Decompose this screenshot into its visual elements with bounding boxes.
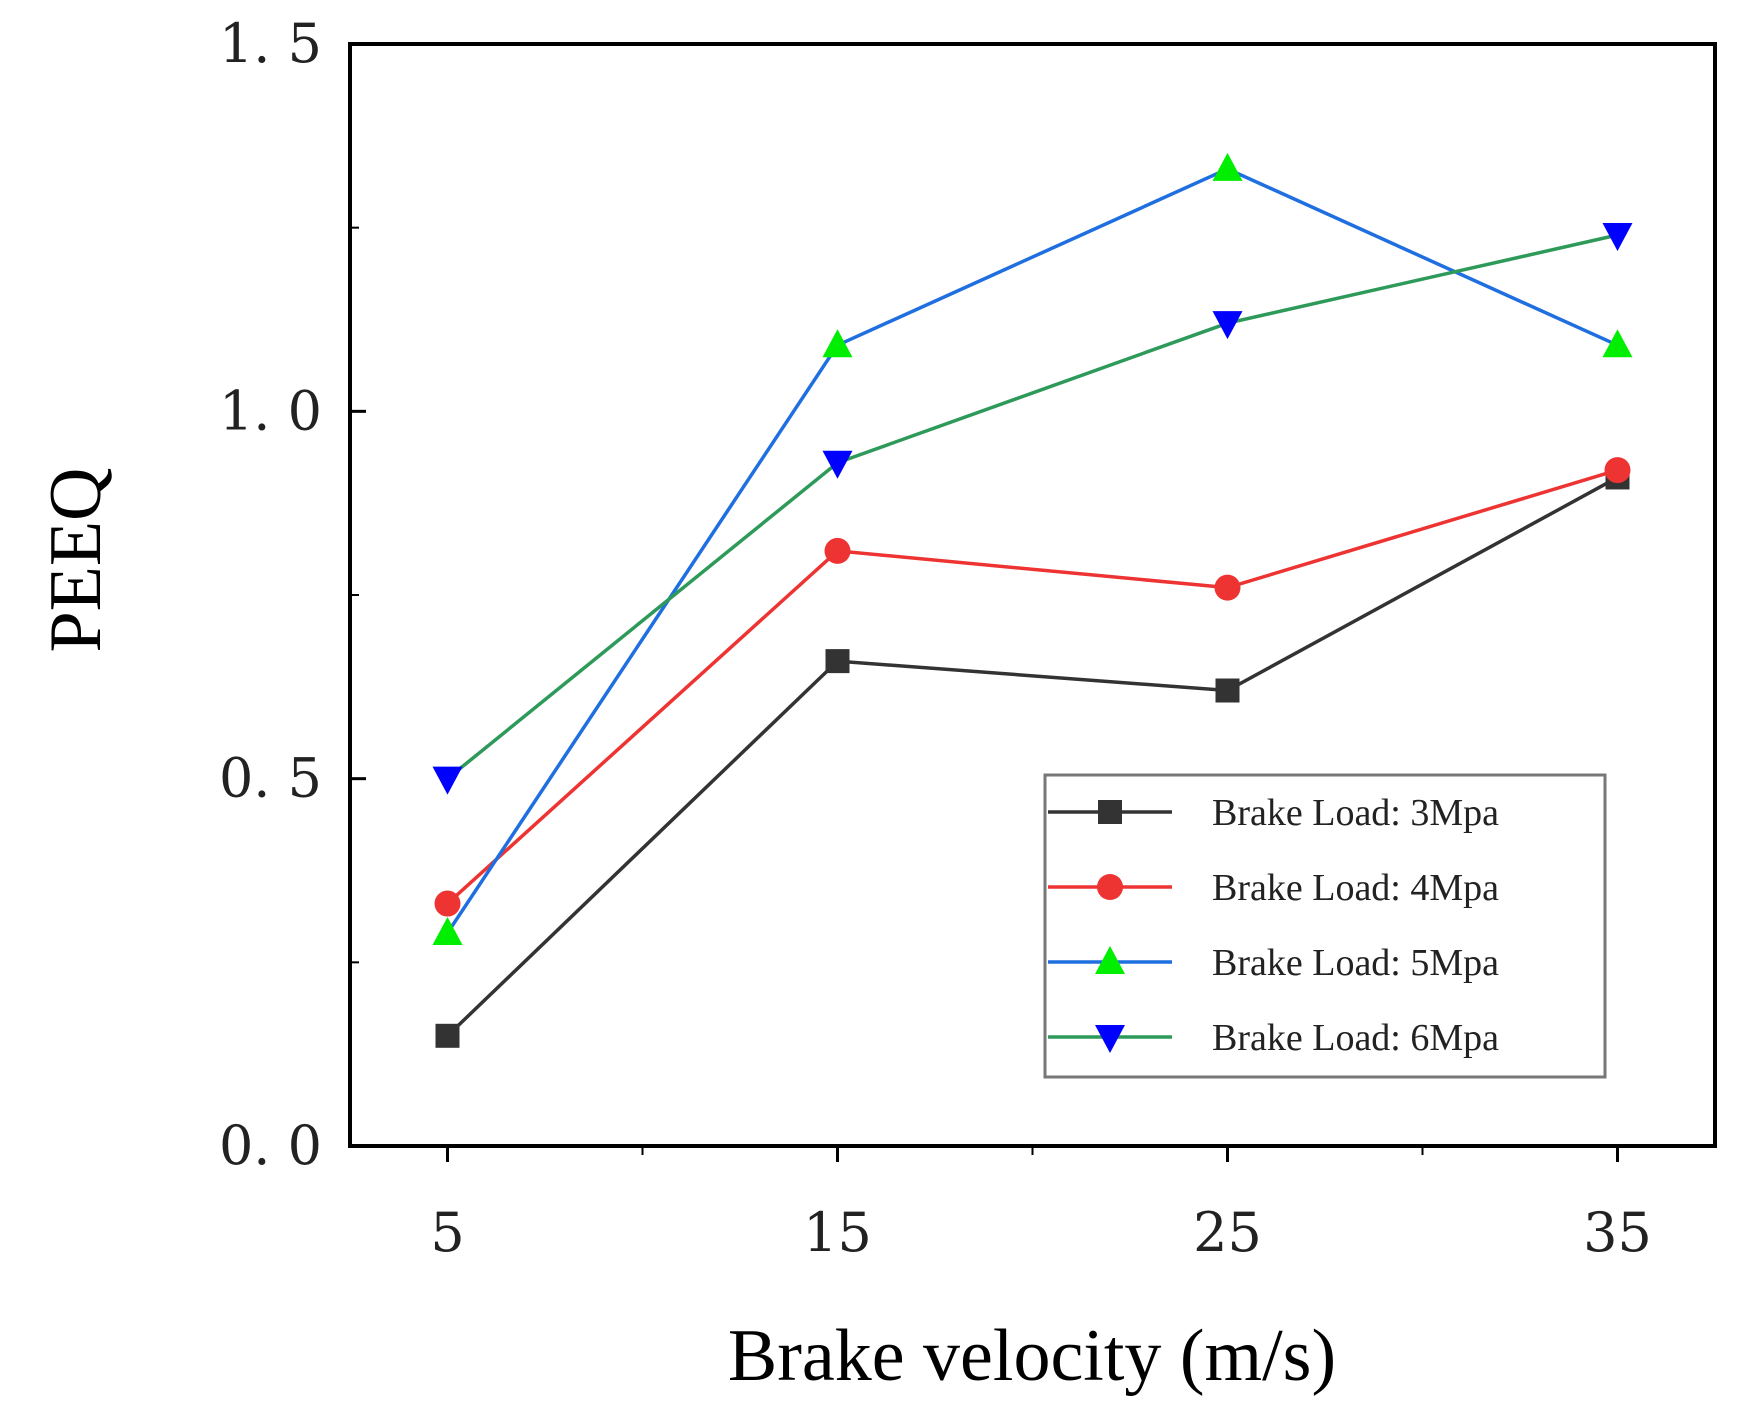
- data-point: [432, 916, 463, 945]
- data-point: [1604, 457, 1631, 484]
- series-2: [434, 457, 1631, 917]
- x-tick-label: 25: [1193, 1201, 1262, 1264]
- data-point: [822, 450, 853, 479]
- series-line: [446, 166, 1619, 934]
- data-point: [1212, 152, 1243, 181]
- legend-box: [1043, 773, 1607, 1079]
- series-line: [446, 233, 1618, 781]
- x-tick-label: 15: [803, 1201, 872, 1264]
- data-point: [1602, 223, 1633, 252]
- data-point: [825, 649, 850, 674]
- legend-label: Brake Load: 5Mpa: [1212, 942, 1499, 984]
- y-axis-title: PEEQ: [35, 468, 117, 653]
- data-point: [1602, 329, 1633, 358]
- series-line: [446, 475, 1619, 1038]
- data-point: [1215, 678, 1240, 703]
- data-point: [1214, 574, 1241, 601]
- x-tick-label: 5: [430, 1201, 464, 1264]
- legend-marker: [1095, 1025, 1125, 1053]
- legend-entry: Brake Load: 5Mpa: [1048, 942, 1499, 984]
- data-point: [824, 537, 851, 564]
- series-1: [435, 465, 1630, 1048]
- series-3: [432, 152, 1633, 945]
- y-tick-label: 0. 5: [219, 747, 322, 810]
- legend-entry: Brake Load: 6Mpa: [1048, 1017, 1499, 1059]
- legend: Brake Load: 3Mpa Brake Load: 4Mpa Brake Lo…: [1043, 773, 1607, 1079]
- legend-label: Brake Load: 4Mpa: [1212, 867, 1499, 909]
- y-axis-ticks: 0. 0 0. 5 1. 0 1. 5: [219, 12, 366, 1177]
- x-tick-label: 35: [1583, 1201, 1652, 1264]
- legend-marker: [1098, 800, 1122, 824]
- legend-label: Brake Load: 3Mpa: [1212, 792, 1499, 834]
- y-tick-label: 0. 0: [219, 1114, 322, 1177]
- x-axis-title: Brake velocity (m/s): [728, 1315, 1336, 1397]
- x-axis-ticks: 5 15 25 35: [430, 1146, 1652, 1264]
- legend-entry: Brake Load: 3Mpa: [1048, 792, 1499, 834]
- data-point: [432, 766, 463, 795]
- y-tick-label: 1. 5: [219, 12, 322, 75]
- y-tick-label: 1. 0: [219, 379, 322, 442]
- data-point: [435, 1023, 460, 1048]
- series-line: [446, 468, 1619, 905]
- data-point: [1212, 311, 1243, 340]
- series-4: [432, 223, 1633, 795]
- legend-label: Brake Load: 6Mpa: [1212, 1017, 1499, 1059]
- series-layer: [432, 152, 1633, 1048]
- data-point: [434, 890, 461, 917]
- legend-marker: [1097, 874, 1123, 900]
- legend-entry: Brake Load: 4Mpa: [1048, 867, 1499, 909]
- legend-marker: [1095, 946, 1125, 974]
- data-point: [822, 329, 853, 358]
